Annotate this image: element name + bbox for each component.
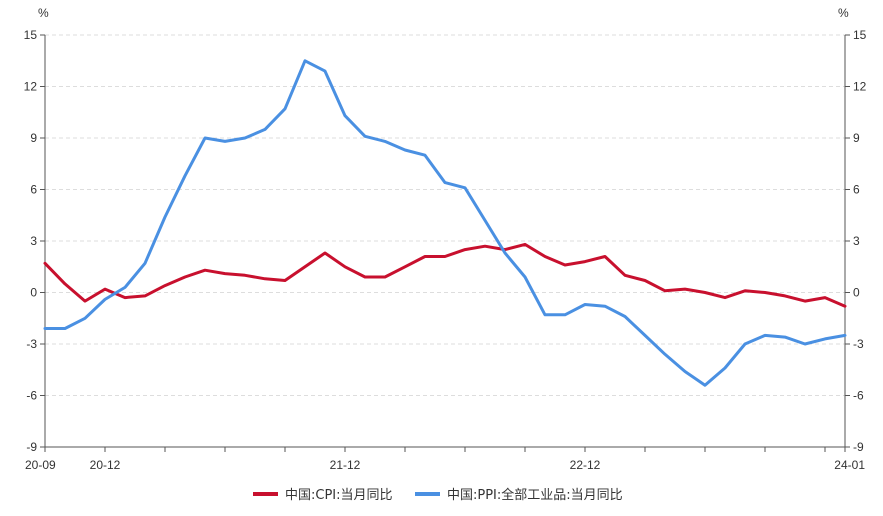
right-y-tick-label: 0 (853, 286, 860, 300)
right-y-tick-label: 6 (853, 183, 860, 197)
left-y-tick-label: 12 (24, 80, 38, 94)
left-y-tick-label: 0 (30, 286, 37, 300)
legend-label-ppi: 中国:PPI:全部工业品:当月同比 (447, 487, 623, 503)
x-tick-label: 20-09 (25, 458, 56, 472)
left-y-tick-label: 9 (30, 131, 37, 145)
x-tick-label: 21-12 (330, 458, 361, 472)
right-y-tick-label: -9 (853, 440, 864, 454)
right-y-tick-label: 3 (853, 234, 860, 248)
left-y-tick-label: -9 (26, 440, 37, 454)
right-y-tick-label: -6 (853, 389, 864, 403)
right-y-unit: % (838, 6, 849, 20)
left-y-ticks: 15 12 9 6 3 0 -3 -6 -9 (24, 28, 45, 454)
x-tick-label: 20-12 (90, 458, 121, 472)
x-tick-label: 24-01 (834, 458, 865, 472)
right-y-ticks: 15 12 9 6 3 0 -3 -6 -9 (845, 28, 867, 454)
right-y-tick-label: -3 (853, 337, 864, 351)
legend-label-cpi: 中国:CPI:当月同比 (285, 488, 393, 503)
legend: 中国:CPI:当月同比 中国:PPI:全部工业品:当月同比 (253, 487, 623, 503)
left-y-tick-label: 6 (30, 183, 37, 197)
right-y-tick-label: 9 (853, 131, 860, 145)
x-ticks: 20-09 20-12 21-12 22-12 24-01 (25, 447, 865, 472)
series-lines (43, 59, 847, 387)
right-y-tick-label: 15 (853, 28, 867, 42)
series-line-ppi (43, 59, 847, 387)
left-y-tick-label: -3 (26, 337, 37, 351)
left-y-tick-label: 15 (24, 28, 38, 42)
series-line-cpi (43, 242, 847, 308)
left-y-tick-label: -6 (26, 389, 37, 403)
right-y-tick-label: 12 (853, 80, 867, 94)
left-y-unit: % (38, 6, 49, 20)
x-tick-label: 22-12 (570, 458, 601, 472)
left-y-tick-label: 3 (30, 234, 37, 248)
